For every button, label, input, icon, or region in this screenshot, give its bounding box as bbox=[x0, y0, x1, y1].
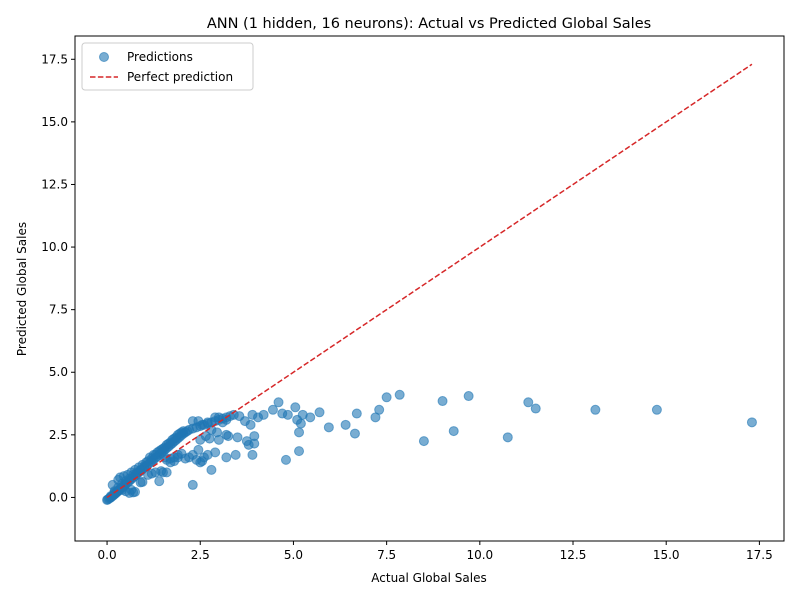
y-tick-label: 5.0 bbox=[49, 365, 68, 379]
axes-frame bbox=[74, 35, 785, 542]
data-point bbox=[176, 448, 187, 459]
data-point bbox=[651, 404, 662, 415]
y-axis-title: Predicted Global Sales bbox=[15, 222, 29, 356]
data-point bbox=[295, 418, 306, 429]
legend-box bbox=[81, 42, 254, 91]
x-tick-label: 12.5 bbox=[560, 548, 587, 562]
data-point bbox=[349, 428, 360, 439]
data-point bbox=[221, 452, 232, 463]
data-point bbox=[323, 422, 334, 433]
data-point bbox=[273, 397, 284, 408]
perfect-prediction-line bbox=[106, 63, 753, 499]
legend-marker-predictions bbox=[99, 52, 109, 62]
data-point bbox=[230, 449, 241, 460]
plot-area bbox=[74, 35, 785, 542]
data-point bbox=[124, 487, 135, 498]
data-point bbox=[282, 409, 293, 420]
data-point bbox=[381, 392, 392, 403]
data-point bbox=[245, 419, 256, 430]
x-tick-label: 7.5 bbox=[377, 548, 396, 562]
data-point bbox=[290, 402, 301, 413]
data-point bbox=[232, 432, 243, 443]
y-axis-ticks: 0.0 2.5 5.0 7.5 10.0 12.5 15.0 17.5 bbox=[41, 52, 75, 504]
data-point bbox=[212, 427, 223, 438]
chart-title: ANN (1 hidden, 16 neurons): Actual vs Pr… bbox=[207, 16, 651, 32]
points-layer bbox=[102, 389, 757, 505]
data-point bbox=[351, 408, 362, 419]
data-point bbox=[178, 426, 189, 437]
data-point bbox=[314, 407, 325, 418]
data-point bbox=[280, 454, 291, 465]
y-tick-label: 10.0 bbox=[41, 240, 68, 254]
data-point bbox=[294, 427, 305, 438]
x-tick-label: 5.0 bbox=[284, 548, 303, 562]
data-point bbox=[394, 389, 405, 400]
data-point bbox=[463, 391, 474, 402]
data-point bbox=[267, 404, 278, 415]
data-point bbox=[187, 479, 198, 490]
x-tick-label: 2.5 bbox=[191, 548, 210, 562]
x-axis-ticks: 0.0 2.5 5.0 7.5 10.0 12.5 15.0 17.5 bbox=[98, 541, 773, 562]
y-tick-label: 17.5 bbox=[41, 52, 68, 66]
data-point bbox=[418, 436, 429, 447]
data-point bbox=[502, 432, 513, 443]
data-point bbox=[746, 417, 757, 428]
data-point bbox=[294, 446, 305, 457]
data-point bbox=[161, 467, 172, 478]
data-point bbox=[530, 403, 541, 414]
data-point bbox=[241, 436, 252, 447]
y-tick-label: 2.5 bbox=[49, 428, 68, 442]
legend: Predictions Perfect prediction bbox=[81, 42, 254, 91]
data-point bbox=[523, 397, 534, 408]
x-axis-title: Actual Global Sales bbox=[371, 571, 486, 585]
data-point bbox=[448, 426, 459, 437]
data-point bbox=[374, 404, 385, 415]
data-point bbox=[305, 412, 316, 423]
data-point bbox=[210, 447, 221, 458]
data-point bbox=[340, 419, 351, 430]
data-point bbox=[193, 444, 204, 455]
legend-label-perfect-prediction: Perfect prediction bbox=[127, 70, 233, 84]
data-point bbox=[223, 431, 234, 442]
y-tick-label: 15.0 bbox=[41, 115, 68, 129]
x-tick-label: 0.0 bbox=[98, 548, 117, 562]
data-point bbox=[154, 476, 165, 487]
x-tick-label: 15.0 bbox=[653, 548, 680, 562]
x-tick-label: 10.0 bbox=[466, 548, 493, 562]
x-tick-label: 17.5 bbox=[746, 548, 773, 562]
data-point bbox=[258, 409, 269, 420]
data-point bbox=[437, 396, 448, 407]
reference-line-layer bbox=[106, 63, 753, 499]
data-point bbox=[206, 464, 217, 475]
data-point bbox=[247, 449, 258, 460]
y-tick-label: 12.5 bbox=[41, 177, 68, 191]
data-point bbox=[590, 404, 601, 415]
y-tick-label: 0.0 bbox=[49, 490, 68, 504]
data-point bbox=[137, 476, 148, 487]
y-tick-label: 7.5 bbox=[49, 303, 68, 317]
legend-label-predictions: Predictions bbox=[127, 50, 193, 64]
